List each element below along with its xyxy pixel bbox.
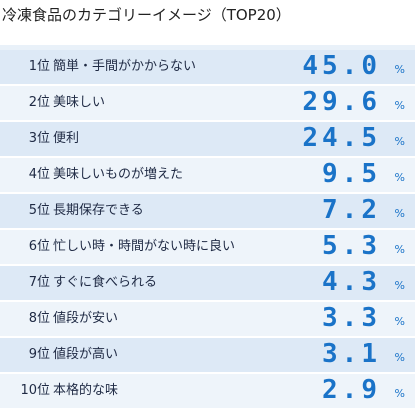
row-background [0, 374, 415, 408]
rank-label: 8位 [28, 311, 50, 326]
percent-unit: % [394, 351, 405, 364]
rank-label: 9位 [28, 347, 50, 362]
row-divider [0, 300, 415, 302]
category-label: 忙しい時・時間がない時に良い [53, 239, 236, 254]
ranking-row: 4位 美味しいものが増えた 9.5% [0, 158, 415, 194]
rank-label: 6位 [28, 239, 50, 254]
ranking-row: 1位 簡単・手間がかからない 45.0% [0, 50, 415, 86]
percentage-value: 5.3 [322, 231, 381, 261]
row-background [0, 230, 415, 264]
percentage-value: 9.5 [322, 159, 381, 189]
row-background [0, 86, 415, 120]
ranking-row: 2位 美味しい 29.6% [0, 86, 415, 122]
row-divider [0, 120, 415, 122]
percent-unit: % [394, 135, 405, 148]
category-label: 美味しいものが増えた [53, 167, 184, 182]
percent-unit: % [394, 315, 405, 328]
percentage-value: 29.6 [302, 87, 381, 117]
rank-label: 3位 [28, 131, 50, 146]
ranking-list: 1位 簡単・手間がかからない 45.0% 2位 美味しい 29.6% 3位 便利 24.5% 4位… [0, 45, 415, 410]
rank-label: 10位 [20, 383, 50, 398]
percentage-value: 3.1 [322, 339, 381, 369]
category-label: 値段が高い [53, 347, 119, 362]
rank-label: 2位 [28, 95, 50, 110]
percentage-value: 4.3 [322, 267, 381, 297]
row-background [0, 338, 415, 372]
percentage-value: 7.2 [322, 195, 381, 225]
row-divider [0, 372, 415, 374]
percent-unit: % [394, 243, 405, 256]
row-divider [0, 264, 415, 266]
rank-label: 1位 [28, 59, 50, 74]
row-divider [0, 228, 415, 230]
category-label: 美味しい [53, 95, 106, 110]
percentage-value: 3.3 [322, 303, 381, 333]
category-label: 便利 [53, 131, 80, 146]
category-label: 値段が安い [53, 311, 119, 326]
rank-label: 7位 [28, 275, 50, 290]
ranking-row: 3位 便利 24.5% [0, 122, 415, 158]
category-label: 長期保存できる [53, 203, 144, 218]
row-background [0, 194, 415, 228]
row-divider [0, 336, 415, 338]
category-label: 簡単・手間がかからない [53, 59, 197, 74]
row-background [0, 158, 415, 192]
percent-unit: % [394, 387, 405, 400]
percent-unit: % [394, 171, 405, 184]
ranking-row: 8位 値段が安い 3.3% [0, 302, 415, 338]
ranking-row: 5位 長期保存できる 7.2% [0, 194, 415, 230]
row-background [0, 266, 415, 300]
row-background [0, 122, 415, 156]
ranking-row: 7位 すぐに食べられる 4.3% [0, 266, 415, 302]
row-background [0, 302, 415, 336]
rank-label: 5位 [28, 203, 50, 218]
category-label: すぐに食べられる [53, 275, 158, 290]
ranking-row: 10位 本格的な味 2.9% [0, 374, 415, 410]
ranking-row: 6位 忙しい時・時間がない時に良い 5.3% [0, 230, 415, 266]
category-label: 本格的な味 [53, 383, 119, 398]
chart-title: 冷凍食品のカテゴリーイメージ（TOP20） [2, 6, 291, 24]
row-divider [0, 192, 415, 194]
percentage-value: 24.5 [302, 123, 381, 153]
row-background [0, 50, 415, 84]
row-divider [0, 84, 415, 86]
rank-label: 4位 [28, 167, 50, 182]
percentage-value: 2.9 [322, 375, 381, 405]
ranking-row: 9位 値段が高い 3.1% [0, 338, 415, 374]
percent-unit: % [394, 207, 405, 220]
percent-unit: % [394, 279, 405, 292]
percent-unit: % [394, 99, 405, 112]
percent-unit: % [394, 63, 405, 76]
percentage-value: 45.0 [302, 51, 381, 81]
row-divider [0, 156, 415, 158]
